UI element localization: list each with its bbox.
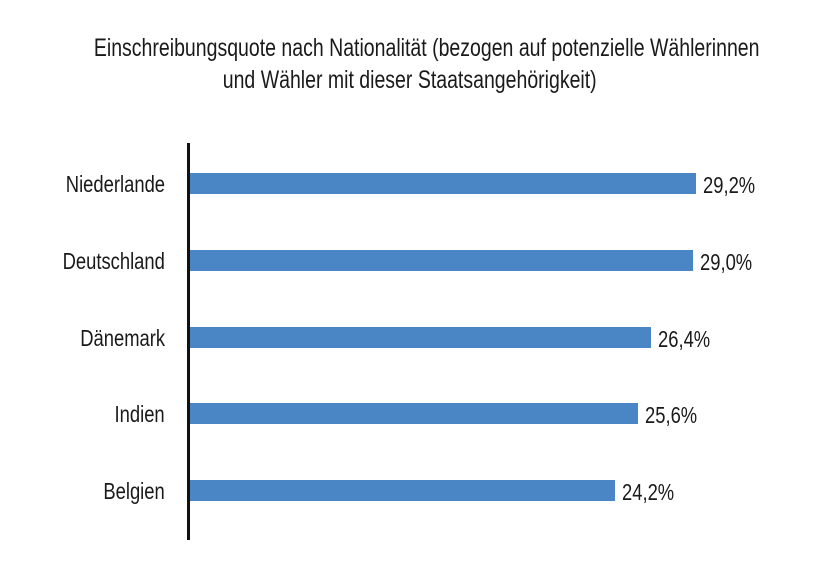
chart-title-line-2: und Wähler mit dieser Staatsangehörigkei… xyxy=(0,64,820,96)
bar-niederlande xyxy=(190,173,697,194)
bar-belgien xyxy=(190,480,616,502)
category-label: Indien xyxy=(114,401,165,428)
title-text: und Wähler mit dieser Staatsangehörigkei… xyxy=(223,66,597,94)
bar-deutschland xyxy=(190,249,693,271)
value-label: 26,4% xyxy=(657,325,710,352)
category-label: Deutschland xyxy=(62,247,165,274)
value-label: 25,6% xyxy=(644,402,697,429)
value-label: 29,2% xyxy=(703,172,756,198)
category-label: Dänemark xyxy=(80,324,165,351)
value-label: 24,2% xyxy=(622,479,675,506)
category-label: Belgien xyxy=(103,478,165,505)
title-text: Einschreibungsquote nach Nationalität (b… xyxy=(93,34,760,62)
bar-dänemark xyxy=(190,326,651,348)
value-label: 29,0% xyxy=(699,248,752,275)
y-axis-line xyxy=(187,143,190,540)
bar-indien xyxy=(190,403,638,425)
chart-title-line-1: Einschreibungsquote nach Nationalität (b… xyxy=(0,32,820,64)
category-label: Niederlande xyxy=(65,171,165,197)
